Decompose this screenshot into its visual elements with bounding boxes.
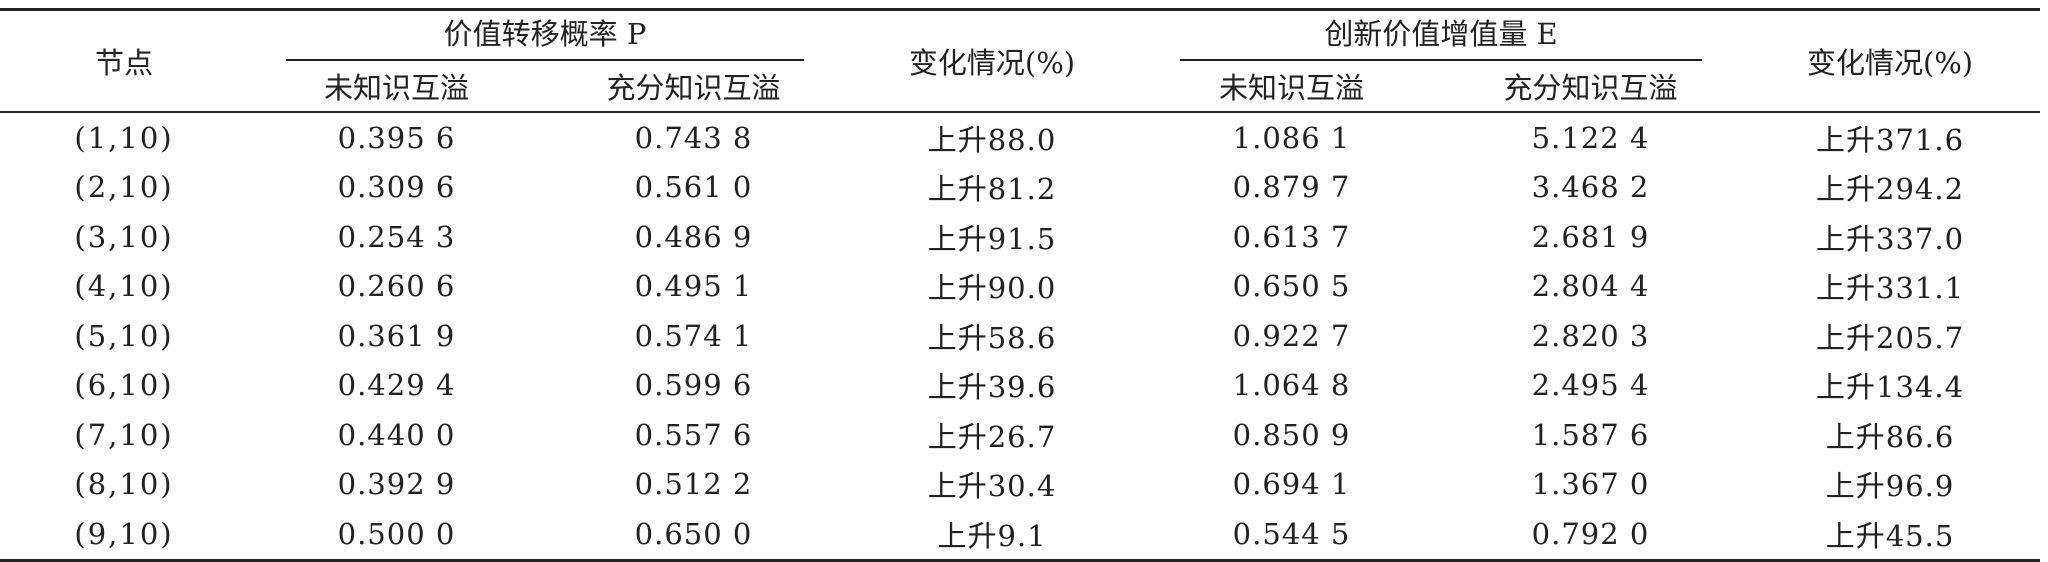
header-group-e-label: 创新价值增值量 E xyxy=(1180,11,1703,61)
table-row: (2,10) 0.309 6 0.561 0 上升81.2 0.879 7 3.468 2… xyxy=(0,163,2040,213)
table-row: (3,10) 0.254 3 0.486 9 上升91.5 0.613 7 2.681 9… xyxy=(0,212,2040,262)
cell-e-full-spill: 1.367 0 xyxy=(1531,467,1650,502)
table-row: (5,10) 0.361 9 0.574 1 上升58.6 0.922 7 2.820 3… xyxy=(0,311,2040,361)
cell-node: (8,10) xyxy=(74,467,174,502)
table-row: (4,10) 0.260 6 0.495 1 上升90.0 0.650 5 2.804 4… xyxy=(0,262,2040,312)
cell-p-full-spill: 0.512 2 xyxy=(634,467,753,502)
cell-p-no-spill: 0.429 4 xyxy=(337,368,456,403)
cell-e-change: 上升134.4 xyxy=(1816,370,1965,405)
cell-p-full-spill: 0.599 6 xyxy=(634,368,753,403)
cell-p-full-spill: 0.743 8 xyxy=(634,120,753,155)
cell-e-change: 上升371.6 xyxy=(1816,122,1965,157)
cell-e-no-spill: 0.850 9 xyxy=(1232,417,1351,452)
header-e-full-spill: 充分知识互溢 xyxy=(1441,61,1741,113)
cell-p-full-spill: 0.486 9 xyxy=(634,219,753,254)
cell-p-no-spill: 0.309 6 xyxy=(337,170,456,205)
cell-p-no-spill: 0.440 0 xyxy=(337,417,456,452)
cell-p-no-spill: 0.361 9 xyxy=(337,318,456,353)
table-header: 节点 价值转移概率 P 变化情况(%) 创新价值增值量 E 变化情况(%) 未知… xyxy=(0,8,2041,113)
cell-p-full-spill: 0.557 6 xyxy=(634,417,753,452)
cell-p-no-spill: 0.500 0 xyxy=(248,509,545,562)
cell-e-change: 上升45.5 xyxy=(1740,509,2041,562)
cell-e-full-spill: 1.587 6 xyxy=(1531,417,1650,452)
cell-p-change: 上升39.6 xyxy=(927,370,1057,405)
header-e-no-spill: 未知识互溢 xyxy=(1142,61,1442,113)
cell-node: (7,10) xyxy=(74,417,174,452)
cell-p-change: 上升91.5 xyxy=(927,221,1057,256)
cell-e-full-spill: 2.804 4 xyxy=(1531,269,1650,304)
cell-p-no-spill: 0.254 3 xyxy=(337,219,456,254)
cell-e-no-spill: 0.613 7 xyxy=(1232,219,1351,254)
header-group-p: 价值转移概率 P xyxy=(248,8,843,61)
cell-e-full-spill: 0.792 0 xyxy=(1441,509,1741,562)
table-row: (7,10) 0.440 0 0.557 6 上升26.7 0.850 9 1.587 6… xyxy=(0,410,2040,460)
cell-e-full-spill: 5.122 4 xyxy=(1531,120,1650,155)
cell-node: (4,10) xyxy=(74,269,174,304)
cell-e-full-spill: 2.495 4 xyxy=(1531,368,1650,403)
cell-p-change: 上升9.1 xyxy=(842,509,1143,562)
cell-p-no-spill: 0.392 9 xyxy=(337,467,456,502)
cell-e-no-spill: 0.694 1 xyxy=(1232,467,1351,502)
cell-e-no-spill: 0.879 7 xyxy=(1232,170,1351,205)
table-row: (6,10) 0.429 4 0.599 6 上升39.6 1.064 8 2.495 4… xyxy=(0,361,2040,411)
cell-e-change: 上升337.0 xyxy=(1816,221,1965,256)
cell-p-no-spill: 0.260 6 xyxy=(337,269,456,304)
header-change-p: 变化情况(%) xyxy=(842,8,1143,113)
cell-node: (1,10) xyxy=(74,120,174,155)
cell-e-change: 上升86.6 xyxy=(1825,419,1955,454)
cell-e-change: 上升331.1 xyxy=(1816,271,1965,306)
cell-p-change: 上升26.7 xyxy=(927,419,1057,454)
table-body: (1,10) 0.395 6 0.743 8 上升88.0 1.086 1 5.122 4… xyxy=(0,112,2041,562)
cell-e-no-spill: 0.544 5 xyxy=(1142,509,1442,562)
cell-e-full-spill: 3.468 2 xyxy=(1531,170,1650,205)
cell-e-full-spill: 2.681 9 xyxy=(1531,219,1650,254)
cell-e-change: 上升96.9 xyxy=(1825,469,1955,504)
cell-node: (3,10) xyxy=(74,219,174,254)
cell-e-no-spill: 1.064 8 xyxy=(1232,368,1351,403)
cell-e-no-spill: 0.650 5 xyxy=(1232,269,1351,304)
header-node: 节点 xyxy=(0,8,248,113)
cell-p-change: 上升90.0 xyxy=(927,271,1057,306)
cell-p-no-spill: 0.395 6 xyxy=(337,120,456,155)
cell-p-change: 上升88.0 xyxy=(927,122,1057,157)
cell-p-change: 上升81.2 xyxy=(927,172,1057,207)
cell-e-no-spill: 0.922 7 xyxy=(1232,318,1351,353)
table-row: (8,10) 0.392 9 0.512 2 上升30.4 0.694 1 1.367 0… xyxy=(0,460,2040,510)
cell-node: (2,10) xyxy=(74,170,174,205)
cell-e-change: 上升205.7 xyxy=(1816,320,1965,355)
cell-e-change: 上升294.2 xyxy=(1816,172,1965,207)
header-p-no-spill: 未知识互溢 xyxy=(248,61,545,113)
data-table: 节点 价值转移概率 P 变化情况(%) 创新价值增值量 E 变化情况(%) 未知… xyxy=(0,8,2041,562)
table-row: (1,10) 0.395 6 0.743 8 上升88.0 1.086 1 5.122 4… xyxy=(0,112,2040,163)
cell-p-change: 上升30.4 xyxy=(927,469,1057,504)
cell-node: (5,10) xyxy=(74,318,174,353)
cell-p-full-spill: 0.495 1 xyxy=(634,269,753,304)
cell-p-full-spill: 0.650 0 xyxy=(545,509,843,562)
header-p-full-spill: 充分知识互溢 xyxy=(545,61,843,113)
cell-e-no-spill: 1.086 1 xyxy=(1232,120,1351,155)
cell-p-change: 上升58.6 xyxy=(927,320,1057,355)
cell-node: (6,10) xyxy=(74,368,174,403)
cell-p-full-spill: 0.561 0 xyxy=(634,170,753,205)
header-group-p-label: 价值转移概率 P xyxy=(286,11,805,61)
cell-node: (9,10) xyxy=(0,509,248,562)
header-change-e: 变化情况(%) xyxy=(1740,8,2041,113)
cell-p-full-spill: 0.574 1 xyxy=(634,318,753,353)
header-group-e: 创新价值增值量 E xyxy=(1142,8,1741,61)
cell-e-full-spill: 2.820 3 xyxy=(1531,318,1650,353)
